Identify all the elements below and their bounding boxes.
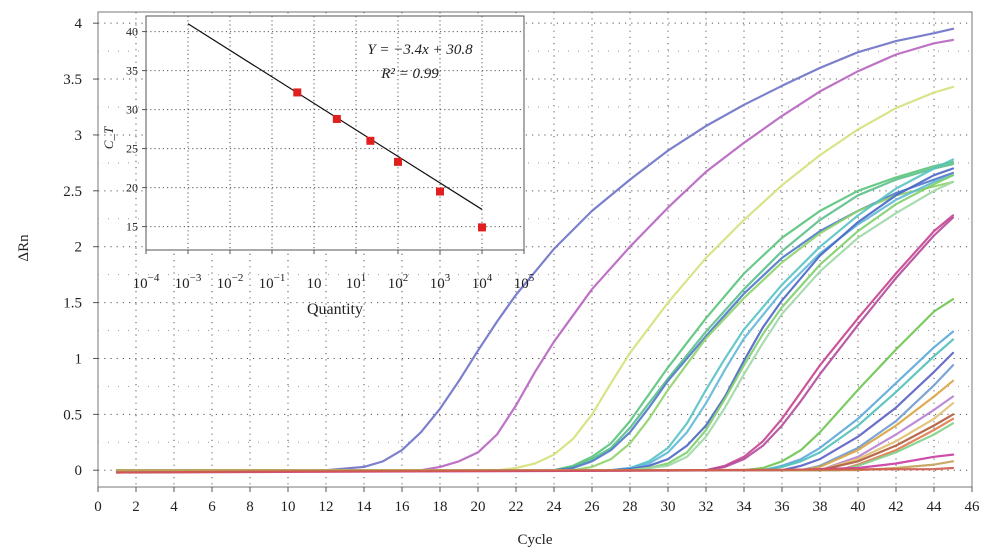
- main-x-tick-label: 12: [319, 499, 334, 515]
- inset-data-point: [332, 114, 341, 123]
- main-x-tick-label: 16: [395, 499, 411, 515]
- inset-grid: [146, 16, 524, 250]
- inset-r-squared: R² = 0.99: [380, 66, 439, 82]
- amplification-curve: [115, 180, 955, 472]
- main-x-tick-label: 32: [699, 499, 714, 515]
- main-x-tick-label: 22: [509, 499, 524, 515]
- main-y-tick-label: 0: [75, 463, 83, 479]
- main-x-tick-label: 18: [433, 499, 448, 515]
- amplification-curve: [115, 180, 955, 472]
- amplification-curve: [115, 162, 955, 472]
- main-x-tick-label: 24: [547, 499, 563, 515]
- inset-x-tick-label: 10−2: [217, 272, 244, 292]
- inset-y-tick-label: 15: [126, 220, 138, 234]
- inset-points-group: [293, 88, 486, 232]
- inset-x-axis-label: Quantity: [307, 301, 363, 318]
- inset-y-axis-ticks: 15 20 25 30 35 40: [126, 25, 146, 234]
- amplification-curve: [115, 216, 955, 473]
- main-x-tick-label: 0: [94, 499, 102, 515]
- main-x-tick-label: 2: [132, 499, 140, 515]
- inset-y-axis-label: C_T: [101, 126, 116, 149]
- amplification-curve: [115, 174, 955, 472]
- inset-plot-frame: [145, 15, 525, 251]
- inset-x-tick-label: 10−4: [133, 272, 160, 292]
- inset-x-axis-ticks: 10−4 10−3 10−2 10−1 10 101 102 103 104 105: [133, 250, 535, 292]
- main-x-tick-label: 46: [965, 499, 981, 515]
- inset-x-tick-label: 102: [388, 272, 409, 292]
- main-x-tick-label: 14: [357, 499, 373, 515]
- inset-y-tick-label: 40: [126, 25, 138, 39]
- main-y-tick-label: 2: [75, 240, 83, 256]
- amplification-curve: [115, 167, 955, 472]
- main-x-tick-label: 30: [661, 499, 676, 515]
- inset-y-tick-label: 35: [126, 64, 138, 78]
- amplification-curve: [115, 160, 955, 472]
- inset-data-point: [436, 187, 444, 196]
- main-x-tick-label: 20: [471, 499, 486, 515]
- main-x-tick-label: 10: [281, 499, 296, 515]
- main-x-tick-label: 42: [889, 499, 904, 515]
- main-x-tick-label: 4: [170, 499, 178, 515]
- inset-x-tick-label: 105: [514, 272, 535, 292]
- main-x-tick-label: 28: [623, 499, 638, 515]
- inset-y-tick-label: 25: [126, 142, 138, 156]
- inset-chart: 10−4 10−3 10−2 10−1 10 101 102 103 104 105 15 20 25…: [101, 15, 535, 318]
- main-y-tick-label: 2.5: [63, 184, 82, 200]
- main-series-group: [115, 27, 955, 474]
- main-x-tick-label: 38: [813, 499, 828, 515]
- inset-x-tick-label: 10−3: [175, 272, 202, 292]
- amplification-curve: [115, 38, 955, 473]
- inset-equation: Y = −3.4x + 30.8: [367, 42, 473, 58]
- main-x-tick-label: 6: [208, 499, 216, 515]
- main-y-tick-label: 3: [75, 128, 83, 144]
- main-y-tick-label: 3.5: [63, 72, 82, 88]
- inset-y-tick-label: 30: [126, 103, 138, 117]
- main-chart: 0 2 4 6 8 10 12 14 16 18 20 22 24 26 28 30 32 34 36 38 40 42 4…: [16, 11, 980, 548]
- amplification-curve: [115, 85, 955, 472]
- inset-y-tick-label: 20: [126, 181, 138, 195]
- inset-x-tick-label: 104: [472, 272, 493, 292]
- main-x-tick-label: 8: [246, 499, 254, 515]
- main-y-tick-label: 0.5: [63, 407, 82, 423]
- main-y-tick-label: 1: [75, 351, 83, 367]
- main-x-axis-label: Cycle: [518, 532, 553, 548]
- inset-data-point: [478, 223, 486, 232]
- main-y-tick-label: 4: [75, 16, 83, 32]
- inset-x-tick-label: 101: [346, 272, 367, 292]
- main-x-tick-label: 26: [585, 499, 601, 515]
- main-x-tick-label: 40: [851, 499, 866, 515]
- main-x-tick-label: 34: [737, 499, 753, 515]
- inset-x-tick-label: 10: [307, 276, 322, 292]
- inset-data-point: [293, 88, 302, 97]
- inset-x-tick-label: 103: [430, 272, 451, 292]
- main-x-axis-ticks: 0 2 4 6 8 10 12 14 16 18 20 22 24 26 28 30 32 34 36 38 40 42 4…: [94, 487, 980, 515]
- inset-data-point: [366, 136, 375, 145]
- amplification-curve: [115, 466, 955, 474]
- main-y-axis-ticks: 0 0.5 1 1.5 2 2.5 3 3.5 4: [63, 16, 98, 479]
- inset-x-tick-label: 10−1: [259, 272, 286, 292]
- main-x-tick-label: 36: [775, 499, 791, 515]
- inset-data-point: [394, 157, 402, 166]
- main-y-tick-label: 1.5: [63, 296, 82, 312]
- amplification-curve: [115, 27, 955, 474]
- main-y-axis-label: ΔRn: [16, 234, 32, 262]
- main-x-tick-label: 44: [927, 499, 943, 515]
